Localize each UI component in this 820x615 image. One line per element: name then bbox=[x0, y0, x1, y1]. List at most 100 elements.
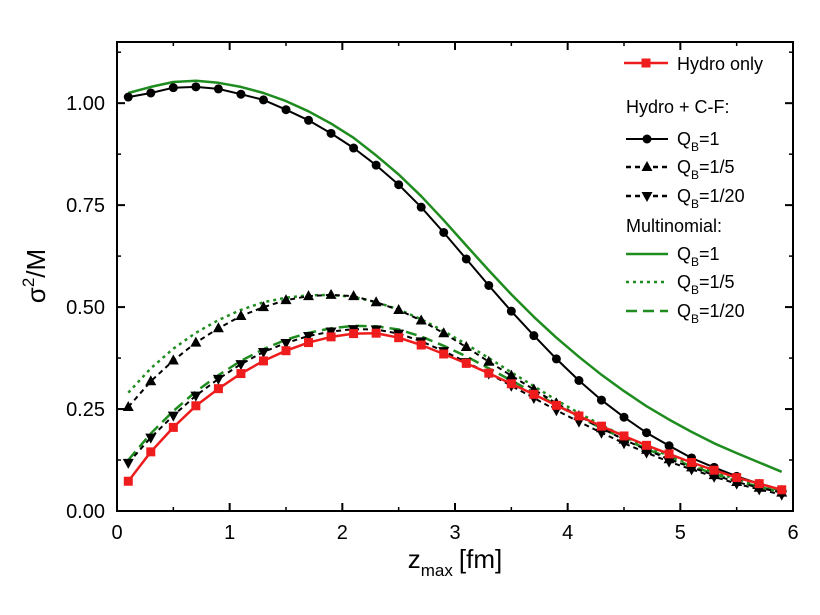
data-point-hydro bbox=[146, 447, 156, 457]
data-point-cf20 bbox=[708, 472, 720, 483]
series-layer bbox=[122, 79, 788, 501]
data-point-hydro bbox=[709, 465, 719, 475]
legend-marker-cf5 bbox=[641, 161, 653, 171]
data-point-hydro bbox=[777, 485, 787, 495]
data-point-cf1 bbox=[551, 354, 561, 364]
data-point-hydro bbox=[236, 369, 246, 379]
legend-label-cf5-sub: B bbox=[691, 168, 699, 182]
legend-label-m5: QB=1/5 bbox=[677, 272, 735, 297]
data-point-cf1 bbox=[642, 428, 652, 438]
data-point-cf5 bbox=[348, 290, 360, 301]
legend-label-cf5-val: =1/5 bbox=[699, 157, 735, 177]
data-point-hydro bbox=[258, 356, 268, 366]
data-point-cf1 bbox=[349, 143, 359, 153]
series-line-m5 bbox=[127, 293, 782, 492]
legend-label-cf20-sub: B bbox=[691, 197, 699, 211]
data-point-cf1 bbox=[213, 84, 223, 94]
data-point-cf20 bbox=[731, 479, 743, 490]
y-axis-label: σ2/M bbox=[19, 249, 51, 303]
data-point-cf5 bbox=[303, 290, 315, 301]
data-point-hydro bbox=[551, 400, 561, 410]
data-point-cf1 bbox=[236, 89, 246, 99]
legend-marker-hydro bbox=[641, 58, 651, 68]
data-point-cf1 bbox=[416, 202, 426, 212]
data-point-hydro bbox=[439, 349, 449, 359]
data-point-cf1 bbox=[574, 375, 584, 385]
y-tick-label: 0.25 bbox=[66, 399, 105, 421]
y-axis-label-main: σ bbox=[21, 287, 51, 303]
legend-entry-cf1: QB=1 bbox=[626, 129, 720, 154]
legend-marker-cf5 bbox=[641, 161, 653, 171]
legend-label-cf1-val: =1 bbox=[699, 129, 720, 149]
legend-label-m1-sub: B bbox=[691, 255, 699, 269]
x-tick-label: 0 bbox=[111, 522, 122, 544]
data-point-cf20 bbox=[641, 448, 653, 459]
axis-ticks: 0 1 2 3 4 5 6 0.00 0.25 0.50 0.75 1.00 bbox=[66, 42, 799, 544]
data-point-hydro bbox=[574, 411, 584, 421]
legend-label-m20-q: Q bbox=[677, 301, 691, 321]
data-point-cf20 bbox=[257, 347, 269, 358]
data-point-cf5 bbox=[505, 369, 517, 380]
legend-label-cf5-q: Q bbox=[677, 157, 691, 177]
data-point-hydro bbox=[371, 328, 381, 338]
data-point-cf5 bbox=[393, 303, 405, 314]
legend-label-cf5: QB=1/5 bbox=[677, 157, 735, 182]
data-point-cf5 bbox=[167, 354, 179, 365]
data-point-hydro bbox=[394, 333, 404, 343]
legend-label-cf1-q: Q bbox=[677, 129, 691, 149]
data-point-hydro bbox=[281, 346, 291, 356]
data-point-cf5 bbox=[257, 301, 269, 312]
data-point-cf5 bbox=[190, 336, 202, 347]
y-axis-label-rest: /M bbox=[21, 249, 51, 278]
data-point-cf1 bbox=[258, 95, 268, 105]
data-point-cf1 bbox=[394, 180, 404, 190]
x-tick-label: 6 bbox=[787, 522, 798, 544]
data-point-cf5 bbox=[460, 341, 472, 352]
data-point-hydro bbox=[664, 449, 674, 459]
data-point-cf1 bbox=[168, 83, 178, 93]
x-axis-label-main: z bbox=[408, 544, 421, 574]
data-point-cf1 bbox=[326, 128, 336, 138]
data-point-cf1 bbox=[461, 254, 471, 264]
legend-label-m1-val: =1 bbox=[699, 244, 720, 264]
data-point-cf5 bbox=[280, 294, 292, 305]
legend-marker-cf20 bbox=[641, 192, 653, 202]
data-point-cf20 bbox=[145, 433, 157, 444]
data-point-cf1 bbox=[596, 395, 606, 405]
legend-label-m1: QB=1 bbox=[677, 244, 720, 269]
data-point-hydro bbox=[349, 329, 359, 339]
x-tick-label: 4 bbox=[562, 522, 573, 544]
data-point-cf20 bbox=[235, 360, 247, 371]
legend-entry-m20: QB=1/20 bbox=[626, 301, 745, 326]
data-point-hydro bbox=[326, 332, 336, 342]
data-point-hydro bbox=[168, 422, 178, 432]
x-tick-label: 5 bbox=[675, 522, 686, 544]
legend-label-m20-val: =1/20 bbox=[699, 301, 745, 321]
data-point-hydro bbox=[732, 473, 742, 483]
legend-marker-cf1 bbox=[642, 134, 652, 144]
x-tick-label: 3 bbox=[449, 522, 460, 544]
legend-entry-cf5: QB=1/5 bbox=[626, 157, 735, 182]
data-point-hydro bbox=[484, 368, 494, 378]
data-point-hydro bbox=[642, 440, 652, 450]
data-point-cf1 bbox=[281, 105, 291, 115]
data-point-hydro bbox=[506, 379, 516, 389]
legend-marker-hydro bbox=[641, 58, 651, 68]
x-tick-label: 2 bbox=[337, 522, 348, 544]
data-point-hydro bbox=[619, 431, 629, 441]
data-point-cf5 bbox=[235, 310, 247, 321]
data-point-cf1 bbox=[123, 92, 133, 102]
data-point-cf1 bbox=[619, 412, 629, 422]
legend-label-cf1: QB=1 bbox=[677, 129, 720, 154]
data-point-cf1 bbox=[439, 227, 449, 237]
data-point-cf1 bbox=[484, 280, 494, 290]
data-point-hydro bbox=[191, 401, 201, 411]
y-tick-label: 1.00 bbox=[66, 93, 105, 115]
data-point-hydro bbox=[213, 384, 223, 394]
y-axis-label-sup: 2 bbox=[19, 278, 38, 287]
data-point-cf5 bbox=[438, 327, 450, 338]
legend-label-cf20-q: Q bbox=[677, 186, 691, 206]
data-point-cf20 bbox=[190, 391, 202, 402]
x-axis-label-unit: [fm] bbox=[459, 544, 502, 574]
